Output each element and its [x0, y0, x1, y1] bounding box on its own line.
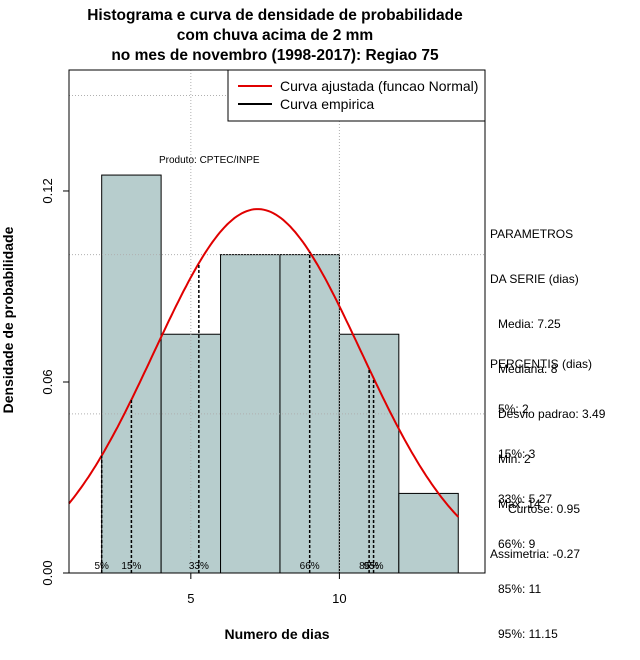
percentile-label: 95%: [364, 561, 384, 572]
percentil-33: 33%: 5.27: [498, 492, 553, 506]
title-line: Histograma e curva de densidade de proba…: [87, 7, 463, 24]
param-min: Min: 2: [498, 452, 531, 466]
histogram-bar: [338, 333, 400, 574]
x-tick-label: 10: [332, 591, 346, 606]
param-mediana: Mediana: 8: [498, 362, 558, 376]
histogram-bar: [101, 174, 162, 574]
percentil-85: 85%: 11: [498, 582, 542, 596]
percentile-label: 15%: [121, 561, 141, 572]
percentil-95: 95%: 11.15: [498, 627, 558, 641]
percentile-label: 66%: [300, 561, 320, 572]
normal-curve: [68, 208, 460, 518]
legend-box: [227, 69, 486, 122]
percentile-label: 33%: [189, 561, 209, 572]
produto-note: Produto: CPTEC/INPE: [159, 155, 260, 166]
histogram-bar: [398, 492, 459, 574]
histogram-bar: [160, 333, 222, 574]
percentil-5: 5%: 2: [498, 402, 529, 416]
param-max: Max: 14: [498, 497, 541, 511]
title-line: com chuva acima de 2 mm: [176, 27, 374, 44]
param-media: Media: 7.25: [498, 317, 561, 331]
percentis-panel: PERCENTIS (dias) 5%: 2 15%: 3 33%: 5.27 …: [490, 327, 592, 657]
x-tick-label: 5: [187, 591, 194, 606]
parametros-heading: PARAMETROS: [490, 227, 574, 241]
y-tick-label: 0.06: [40, 369, 55, 394]
parametros-panel: PARAMETROS DA SERIE (dias) Media: 7.25 M…: [490, 197, 605, 527]
param-desvio: Desvio padrao: 3.49: [498, 407, 606, 421]
y-tick-label: 0.00: [40, 560, 55, 585]
percentis-heading: PERCENTIS (dias): [490, 357, 593, 371]
y-tick-label: 0.12: [40, 178, 55, 203]
curtose-value: Curtose: 0.95: [507, 502, 580, 516]
title-line: no mes de novembro (1998-2017): Regiao 7…: [111, 47, 439, 64]
histogram-bar: [220, 254, 281, 574]
percentil-15: 15%: 3: [498, 447, 536, 461]
legend-label-normal: Curva ajustada (funcao Normal): [280, 78, 478, 94]
assimetria-value: Assimetria: -0.27: [489, 547, 580, 561]
percentile-label: 85%: [359, 561, 379, 572]
parametros-heading: DA SERIE (dias): [490, 272, 579, 286]
percentil-66: 66%: 9: [498, 537, 536, 551]
y-axis-label: Densidade de probabilidade: [0, 226, 16, 413]
shape-panel: Curtose: 0.95 Assimetria: -0.27: [486, 472, 580, 577]
chart-title: Histograma e curva de densidade de proba…: [0, 6, 550, 66]
legend-label-empirica: Curva empirica: [280, 96, 374, 112]
x-axis-label: Numero de dias: [224, 626, 329, 642]
percentile-label: 5%: [94, 561, 109, 572]
